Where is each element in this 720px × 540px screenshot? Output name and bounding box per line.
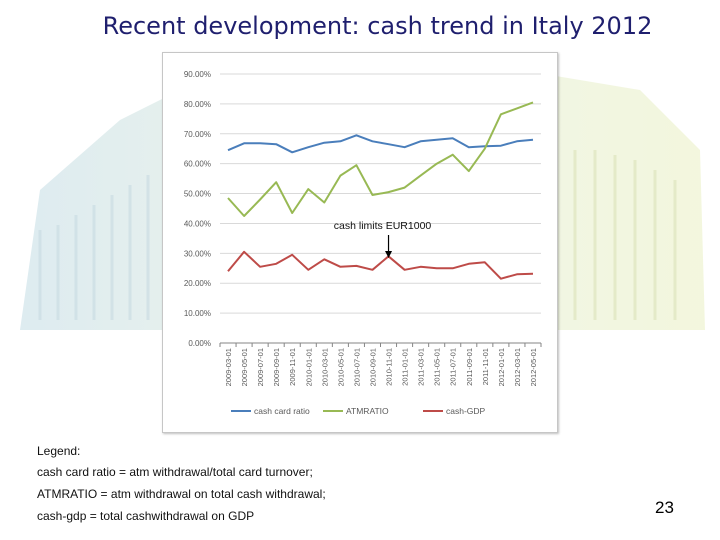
- x-tick-label: 2011-05-01: [433, 348, 442, 386]
- x-tick-label: 2009-07-01: [256, 348, 265, 386]
- x-tick-label: 2011-09-01: [465, 348, 474, 386]
- y-tick-label: 50.00%: [184, 190, 211, 199]
- x-tick-label: 2010-09-01: [368, 348, 377, 386]
- slide-title: Recent development: cash trend in Italy …: [102, 12, 653, 40]
- x-tick-label: 2009-05-01: [240, 348, 249, 386]
- line-chart: 0.00% 10.00% 20.00% 30.00% 40.00% 50.00% 60.00…: [184, 70, 542, 416]
- legend-label: cash-GDP: [446, 406, 486, 416]
- x-tick-label: 2009-03-01: [224, 348, 233, 386]
- legend-label: ATMRATIO: [346, 406, 389, 416]
- y-tick-label: 0.00%: [188, 339, 211, 348]
- x-tick-label: 2009-11-01: [288, 348, 297, 386]
- y-tick-label: 80.00%: [184, 100, 211, 109]
- x-tick-label: 2010-07-01: [352, 348, 361, 386]
- y-tick-label: 90.00%: [184, 70, 211, 79]
- y-tick-label: 30.00%: [184, 249, 211, 258]
- y-tick-label: 60.00%: [184, 160, 211, 169]
- chart-frame: 0.00% 10.00% 20.00% 30.00% 40.00% 50.00% 60.00…: [162, 52, 558, 433]
- x-tick-label: 2010-01-01: [304, 348, 313, 386]
- legend-note-cash-card-ratio: cash card ratio = atm withdrawal/total c…: [37, 465, 313, 479]
- page-number: 23: [655, 498, 674, 517]
- y-tick-label: 70.00%: [184, 130, 211, 139]
- x-tick-label: 2011-03-01: [417, 348, 426, 386]
- x-tick-label: 2010-05-01: [336, 348, 345, 386]
- legend-note-cash-gdp: cash-gdp = total cashwithdrawal on GDP: [37, 509, 255, 523]
- x-tick-label: 2011-01-01: [401, 348, 410, 386]
- series-line-cash-gdp: [227, 250, 534, 280]
- annotation-arrow-head: [385, 251, 393, 258]
- legend-heading: Legend:: [37, 444, 81, 458]
- x-tick-label: 2010-11-01: [385, 348, 394, 386]
- x-tick-label: 2012-03-01: [513, 348, 522, 386]
- x-tick-label: 2009-09-01: [272, 348, 281, 386]
- legend-label: cash card ratio: [254, 406, 310, 416]
- series-line-atmratio: [227, 101, 534, 217]
- y-tick-label: 20.00%: [184, 279, 211, 288]
- annotation-text: cash limits EUR1000: [334, 220, 432, 232]
- x-tick-label: 2012-05-01: [529, 348, 538, 386]
- legend-note-atmratio: ATMRATIO = atm withdrawal on total cash …: [37, 487, 326, 501]
- x-tick-label: 2011-07-01: [449, 348, 458, 386]
- x-tick-label: 2012-01-01: [497, 348, 506, 386]
- x-tick-label: 2011-11-01: [481, 348, 490, 385]
- series-line-cash-card-ratio: [227, 134, 534, 154]
- y-tick-label: 40.00%: [184, 219, 211, 228]
- x-tick-label: 2010-03-01: [320, 348, 329, 386]
- y-tick-label: 10.00%: [184, 309, 211, 318]
